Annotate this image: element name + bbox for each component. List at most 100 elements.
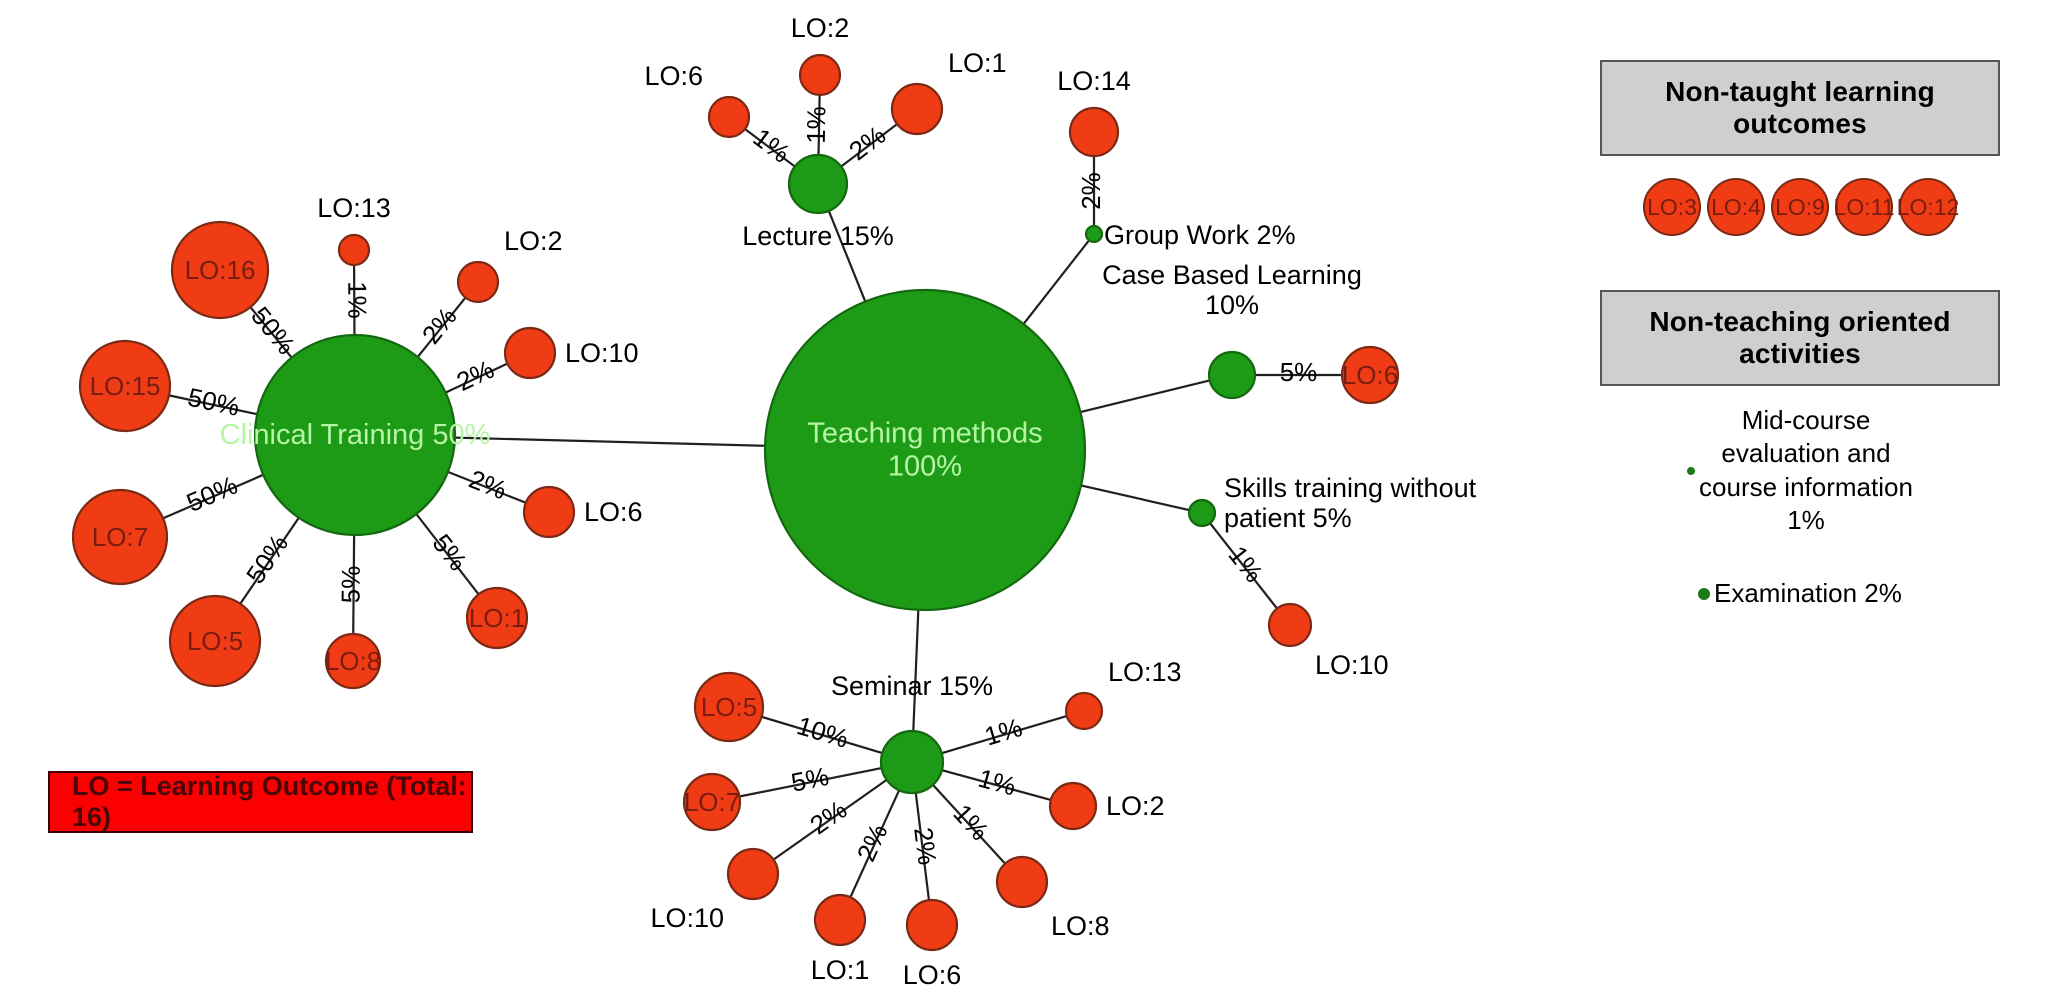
edge-teaching-clinical [454,436,766,447]
outcome-node-lo-1[interactable] [465,586,529,650]
outcome-label-gw-lo14: LO:14 [1057,66,1131,96]
outcome-node-lo-14[interactable] [1068,106,1120,158]
outcome-node-lo-2[interactable] [456,260,500,304]
outcome-node-lo-6[interactable] [1340,345,1400,405]
activity-label-1: Examination 2% [1714,578,1902,609]
outcome-node-lo-8[interactable] [995,855,1049,909]
outcome-label-ct-lo8: LO:8 [325,646,381,676]
outcome-node-lo-5[interactable] [168,594,262,688]
outcome-node-lo-5[interactable] [693,671,765,743]
activity-label-0: Mid-course evaluation and course informa… [1699,405,1913,535]
lo-key-box: LO = Learning Outcome (Total: 16) [48,771,473,833]
edge-teaching-groupwork [1022,239,1090,325]
outcome-label-ct-lo15: LO:15 [90,371,161,401]
method-label-clinical: Clinical Training 50% [220,419,491,451]
edge-seminar-sem-lo6 [914,792,931,901]
edges-layer [162,94,1342,901]
edge-clinical-ct-lo7 [162,473,264,520]
method-node-groupwork[interactable] [1084,224,1104,244]
edge-weight-sem-lo7: 5% [789,761,832,798]
outcome-label-sem-lo8: LO:8 [1051,911,1110,941]
method-node-cbl[interactable] [1207,350,1257,400]
edge-weight-ct-lo15: 50% [185,382,242,422]
outcome-label-ct-lo13: LO:13 [317,193,391,223]
edge-teaching-skills [1080,484,1190,512]
method-label-cbl: 10% [1205,290,1259,320]
outcome-node-lo-6[interactable] [905,898,959,952]
edge-weight-sem-lo5: 10% [794,710,852,754]
edge-seminar-sem-lo13 [941,715,1068,755]
outcome-label-sk-lo10: LO:10 [1315,650,1389,680]
outcome-label-sem-lo2: LO:2 [1106,791,1165,821]
outcome-label-lec-lo6: LO:6 [644,61,703,91]
legend-non-taught-panel: Non-taught learning outcomes LO:3 LO:4 LO:… [1600,60,2000,236]
outcome-node-lo-8[interactable] [324,632,382,690]
legend-non-teaching-title: Non-teaching oriented activities [1600,290,2000,386]
outcome-node-lo-2[interactable] [798,53,842,97]
method-label-cbl: Case Based Learning [1102,260,1362,290]
edge-lecture-lec-lo2 [817,94,821,156]
method-node-teaching[interactable] [763,288,1087,612]
edge-weight-sem-lo2: 1% [975,763,1019,802]
outcome-label-ct-lo2: LO:2 [504,226,563,256]
outcome-node-lo-15[interactable] [78,339,172,433]
outcome-label-cbl-lo6: LO:6 [1342,360,1398,390]
outcome-node-lo-6[interactable] [707,95,751,139]
legend-outcome-lo-9[interactable]: LO:9 [1771,178,1829,236]
outcome-node-lo-16[interactable] [170,220,270,320]
outcome-node-lo-2[interactable] [1048,781,1098,831]
method-node-clinical[interactable] [253,333,457,537]
outcome-label-ct-lo1: LO:1 [469,603,525,633]
edge-clinical-ct-lo8 [352,534,356,635]
method-node-skills[interactable] [1187,498,1217,528]
method-label-teaching: Teaching methods [807,417,1042,449]
activity-item-0: Mid-course evaluation and course informa… [1600,404,2000,537]
legend-non-teaching-items: Mid-course evaluation and course informa… [1600,404,2000,610]
outcome-node-lo-10[interactable] [726,847,780,901]
outcome-node-lo-1[interactable] [813,893,867,947]
method-node-seminar[interactable] [879,729,945,795]
edge-seminar-sem-lo7 [739,767,882,798]
outcome-node-lo-13[interactable] [337,233,371,267]
activity-dot-icon [1698,587,1710,600]
edge-clinical-ct-lo2 [416,296,467,358]
activity-dot-icon [1687,466,1696,475]
lo-key-text: LO = Learning Outcome (Total: 16) [72,771,467,832]
activity-item-1: Examination 2% [1600,577,2000,610]
legend-outcome-lo-12[interactable]: LO:12 [1897,178,1959,236]
outcome-node-lo-7[interactable] [682,772,742,832]
outcome-node-lo-1[interactable] [890,82,944,136]
edge-clinical-ct-lo10 [445,362,508,394]
edge-weight-cbl-lo6: 5% [1280,357,1318,387]
legend-non-taught-bubbles: LO:3 LO:4 LO:9 LO:11 LO:12 [1600,178,2000,236]
outcome-label-sem-lo5: LO:5 [701,692,757,722]
edge-weight-gw-lo14: 2% [1076,172,1106,210]
edge-weight-sem-lo8: 1% [947,798,995,846]
edge-lecture-lec-lo6 [744,128,796,168]
edge-lecture-lec-lo1 [840,123,898,168]
method-node-lecture[interactable] [787,153,849,215]
outcome-node-lo-10[interactable] [1267,602,1313,648]
outcome-label-sem-lo7: LO:7 [684,787,740,817]
outcome-node-lo-13[interactable] [1064,691,1104,731]
edge-seminar-sem-lo5 [761,715,883,755]
nodes-layer [71,53,1400,952]
edge-weight-ct-lo13: 1% [342,281,372,319]
method-label-skills: Skills training without [1224,473,1477,503]
legend-outcome-lo-4[interactable]: LO:4 [1707,178,1765,236]
edge-seminar-sem-lo1 [849,789,901,898]
outcome-node-lo-7[interactable] [71,488,169,586]
legend-outcome-lo-11[interactable]: LO:11 [1834,178,1894,236]
edge-weight-sem-lo13: 1% [981,712,1026,751]
edge-clinical-ct-lo1 [415,513,480,595]
legend-outcome-lo-3[interactable]: LO:3 [1643,178,1701,236]
edge-skills-sk-lo10 [1209,522,1278,610]
outcome-node-lo-6[interactable] [522,485,576,539]
method-label-seminar: Seminar 15% [831,671,993,701]
outcome-node-lo-10[interactable] [503,326,557,380]
outcome-label-ct-lo6: LO:6 [584,497,643,527]
outcome-label-lec-lo2: LO:2 [791,13,850,43]
outcome-label-sem-lo6: LO:6 [903,960,962,990]
